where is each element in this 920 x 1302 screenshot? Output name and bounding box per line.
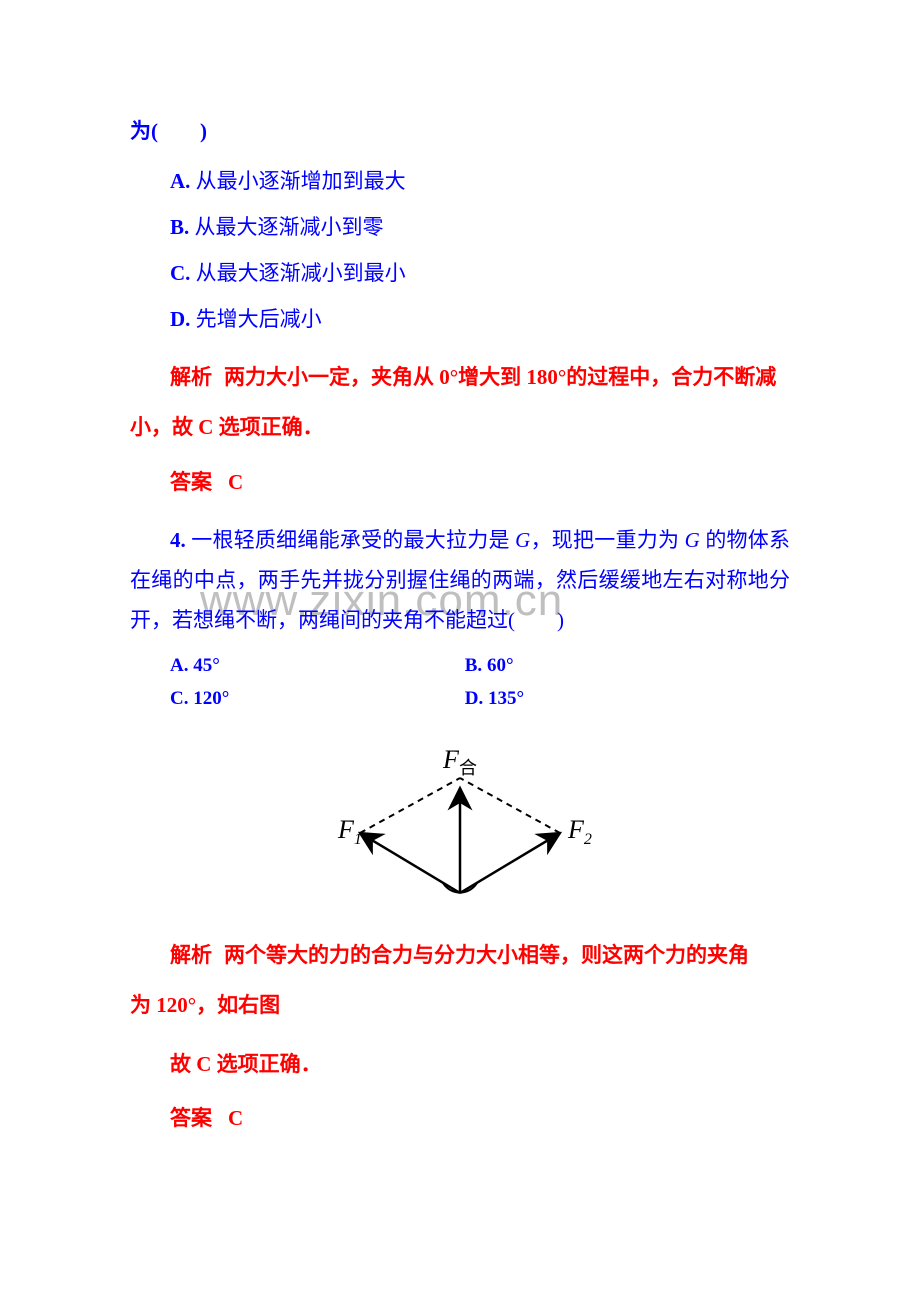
f2-label: F2 <box>567 815 592 848</box>
q4-answer: 答案 C <box>130 1097 790 1139</box>
q4-explanation-line2: 为 120°，如右图 <box>130 980 790 1030</box>
q4-options-row1: A. 45° B. 60° <box>170 650 790 682</box>
q3-option-d-text: 先增大后减小 <box>196 307 322 331</box>
q3-answer-value: C <box>228 470 243 494</box>
q3-explanation-text: 两力大小一定，夹角从 0°增大到 180°的过程中，合力不断减小，故 C 选项正… <box>130 365 776 439</box>
q3-option-c-text: 从最大逐渐减小到最小 <box>196 261 406 285</box>
q3-option-d: D. 先增大后减小 <box>170 298 790 340</box>
q4-answer-value: C <box>228 1106 243 1130</box>
q4-number: 4. <box>170 528 186 552</box>
f-sum-label: F合 <box>442 745 477 778</box>
q3-option-c: C. 从最大逐渐减小到最小 <box>170 252 790 294</box>
q3-option-a: A. 从最小逐渐增加到最大 <box>170 160 790 202</box>
force-vector-diagram: F合 F1 F2 <box>310 733 610 913</box>
q4-expl-text1: 两个等大的力的合力与分力大小相等，则这两个力的夹角 <box>224 943 749 967</box>
q3-answer: 答案 C <box>130 461 790 503</box>
option-label-c: C. <box>170 261 196 285</box>
q4-explanation-line1: 解析两个等大的力的合力与分力大小相等，则这两个力的夹角 <box>130 930 790 980</box>
option-label-b: B. <box>170 215 195 239</box>
answer-label: 答案 <box>170 470 212 494</box>
parallelogram-side-right <box>460 778 560 833</box>
f1-label: F1 <box>337 815 362 848</box>
page-content: 为( ) A. 从最小逐渐增加到最大 B. 从最大逐渐减小到零 C. 从最大逐渐… <box>130 110 790 1139</box>
option-label-d: D. <box>170 307 196 331</box>
q4-options-row2: C. 120° D. 135° <box>170 683 790 715</box>
f2-vector <box>460 833 560 893</box>
q3-option-b: B. 从最大逐渐减小到零 <box>170 206 790 248</box>
q3-stem-fragment: 为( ) <box>130 110 790 152</box>
q4-option-c: C. 120° <box>170 683 460 715</box>
q4-option-d: D. 135° <box>465 683 524 715</box>
option-label-a: A. <box>170 169 196 193</box>
q3-explanation: 解析两力大小一定，夹角从 0°增大到 180°的过程中，合力不断减小，故 C 选… <box>130 352 790 453</box>
answer-label: 答案 <box>170 1106 212 1130</box>
explanation-label: 解析 <box>170 943 212 967</box>
q4-stem: 4. 一根轻质细绳能承受的最大拉力是 G，现把一重力为 G 的物体系在绳的中点，… <box>130 521 790 641</box>
q3-option-a-text: 从最小逐渐增加到最大 <box>196 169 406 193</box>
q4-explanation-line3: 故 C 选项正确． <box>130 1039 790 1089</box>
explanation-label: 解析 <box>170 365 212 389</box>
force-diagram-container: F合 F1 F2 <box>130 733 790 918</box>
parallelogram-side-left <box>360 778 460 833</box>
f1-vector <box>360 833 460 893</box>
q3-option-b-text: 从最大逐渐减小到零 <box>195 215 384 239</box>
q4-option-a: A. 45° <box>170 650 460 682</box>
q4-option-b: B. 60° <box>465 650 514 682</box>
